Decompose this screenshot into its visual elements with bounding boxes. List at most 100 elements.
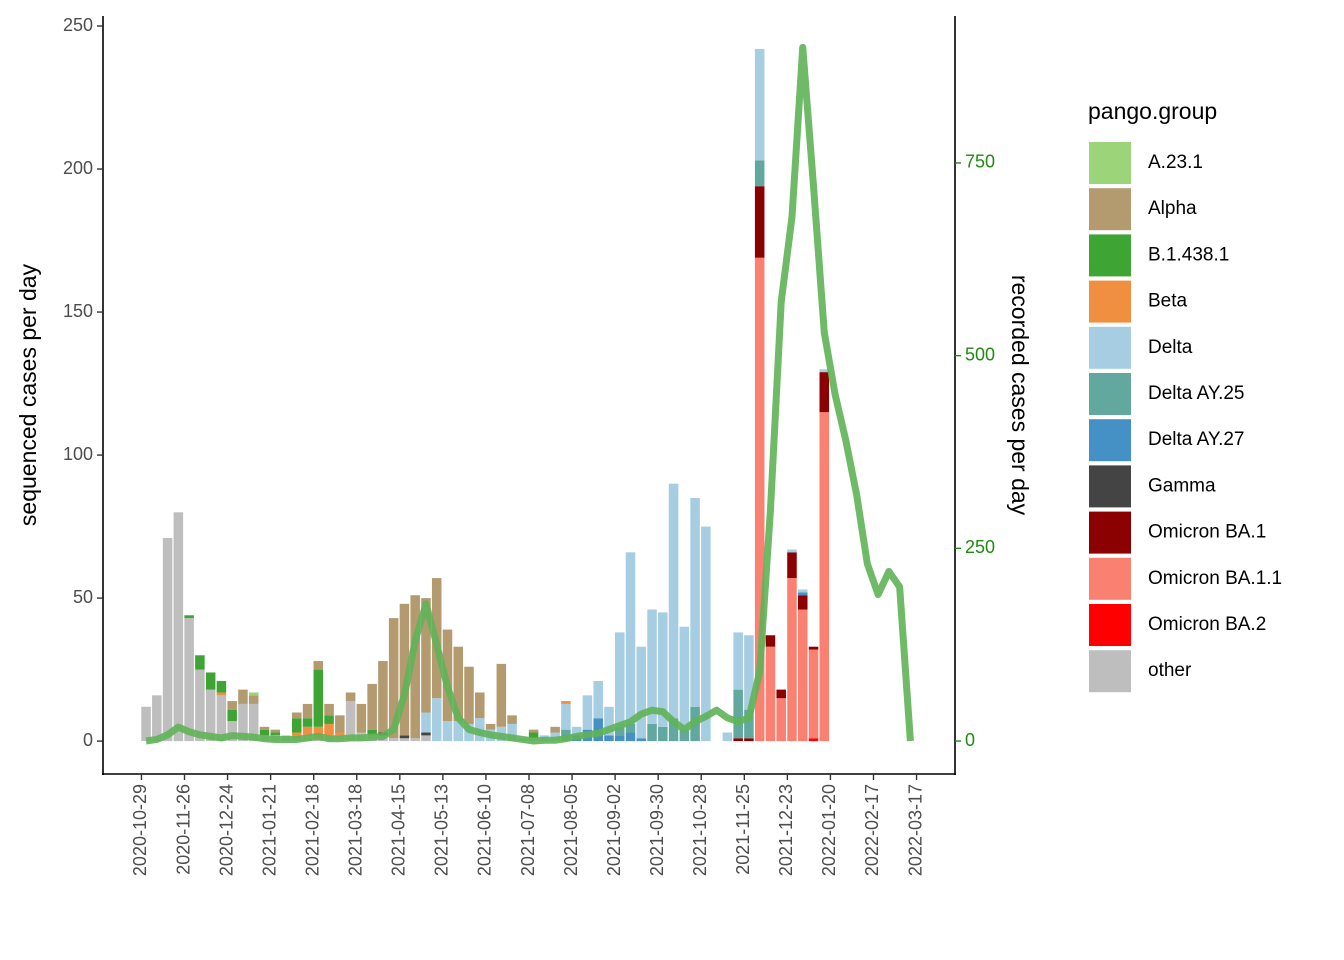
bar-segment [658,726,668,742]
legend-label: Delta AY.25 [1148,383,1244,404]
bar-segment [733,689,743,739]
bar-segment [604,706,614,736]
bar-segment [442,721,453,742]
bar-segment [248,703,259,742]
bar-segment [679,729,690,742]
x-tick-label: 2022-02-17 [862,784,882,876]
bar-segment [173,512,184,742]
bar-segment [528,729,539,733]
bar-segment [399,603,410,736]
y-tick-label: 50 [73,587,93,607]
x-tick-label: 2021-03-18 [346,784,366,876]
legend-label: Beta [1148,291,1188,312]
bar-segment [345,701,356,742]
x-tick-label: 2021-10-28 [690,784,710,876]
bar-segment [227,709,237,722]
y2-axis-title: recorded cases per day [1007,275,1033,516]
bar-segment [324,703,334,716]
x-tick-label: 2021-05-13 [432,784,452,876]
legend-label: Omicron BA.1.1 [1148,568,1282,589]
bar-segment [345,692,356,702]
bar-segment [733,738,743,742]
bar-segment [410,595,420,739]
x-tick-label: 2021-09-02 [604,784,624,876]
bar-segment [765,646,776,742]
bar-segment [270,729,281,733]
legend-key [1089,465,1131,508]
legend-label: B.1.438.1 [1148,244,1229,265]
x-tick-label: 2021-12-23 [776,784,796,876]
legend-label: Delta [1148,337,1193,358]
bar-segment [636,646,647,739]
bar-segment [464,666,474,724]
bar-segment [238,703,248,742]
bar-segment [787,578,797,742]
bar-segment [808,649,819,739]
x-tick-label: 2021-06-10 [475,784,495,876]
bar-segment [399,735,410,739]
bar-segment [335,715,345,733]
bar-segment [270,732,281,736]
bar-segment [184,618,194,742]
bar-segment [614,632,625,727]
bar-segment [496,663,507,727]
x-tick-label: 2021-08-05 [561,784,581,876]
legend-key [1089,511,1131,554]
bar-segment [797,592,808,596]
bar-segment [744,709,754,739]
bar-segment [184,615,194,619]
bar-segment [313,669,324,727]
bar-segment [808,646,819,650]
x-tick-label: 2021-11-25 [733,784,753,875]
legend-key [1089,650,1131,693]
bar-segment [216,681,227,693]
y-tick-label: 250 [63,15,93,35]
bar-segment [561,701,571,704]
bar-segment [421,598,431,713]
legend-key [1089,326,1131,369]
bar-segment [797,595,808,610]
bar-segment [248,692,259,696]
x-tick-label: 2020-12-24 [216,784,236,876]
bar-segment [679,626,690,730]
y2-tick-label: 0 [965,730,975,750]
bar-segment [614,735,625,742]
legend-key [1089,557,1131,600]
bar-segment [754,257,765,742]
line [145,43,914,745]
bar-segment [733,632,743,690]
y-axis-title: sequenced cases per day [15,263,41,526]
legend-key [1089,419,1131,462]
x-tick-label: 2021-02-18 [302,784,322,876]
bar-segment [690,497,700,707]
x-tick-label: 2021-07-08 [518,784,538,876]
bar-segment [410,738,420,742]
bar-segment [561,703,571,730]
bar-segment [453,721,464,742]
bar-segment [475,692,485,719]
legend-key [1089,142,1131,184]
bar-segment [647,723,657,742]
legend-label: A.23.1 [1148,152,1203,173]
bar-segment [238,689,248,704]
bar-segment [388,618,399,739]
bar-segment [324,723,334,736]
y-tick-label: 0 [83,730,93,750]
bar-segment [754,160,765,187]
bar-segment [205,689,216,742]
bar-segment [819,412,830,742]
bar-segment [453,646,464,722]
bar-segment [668,483,679,719]
bar-segment [292,732,302,739]
legend-key [1089,373,1131,415]
bar-segment [302,703,313,719]
x-tick-label: 2021-04-15 [389,784,409,876]
bar-segment [776,689,786,699]
bar-segment [195,669,205,742]
bar-segment [324,715,334,724]
legend-label: Omicron BA.1 [1148,522,1266,543]
bar-segment [141,706,151,742]
bar-segment [485,723,496,730]
bar-segment [744,738,754,742]
bar-segment [625,732,636,742]
